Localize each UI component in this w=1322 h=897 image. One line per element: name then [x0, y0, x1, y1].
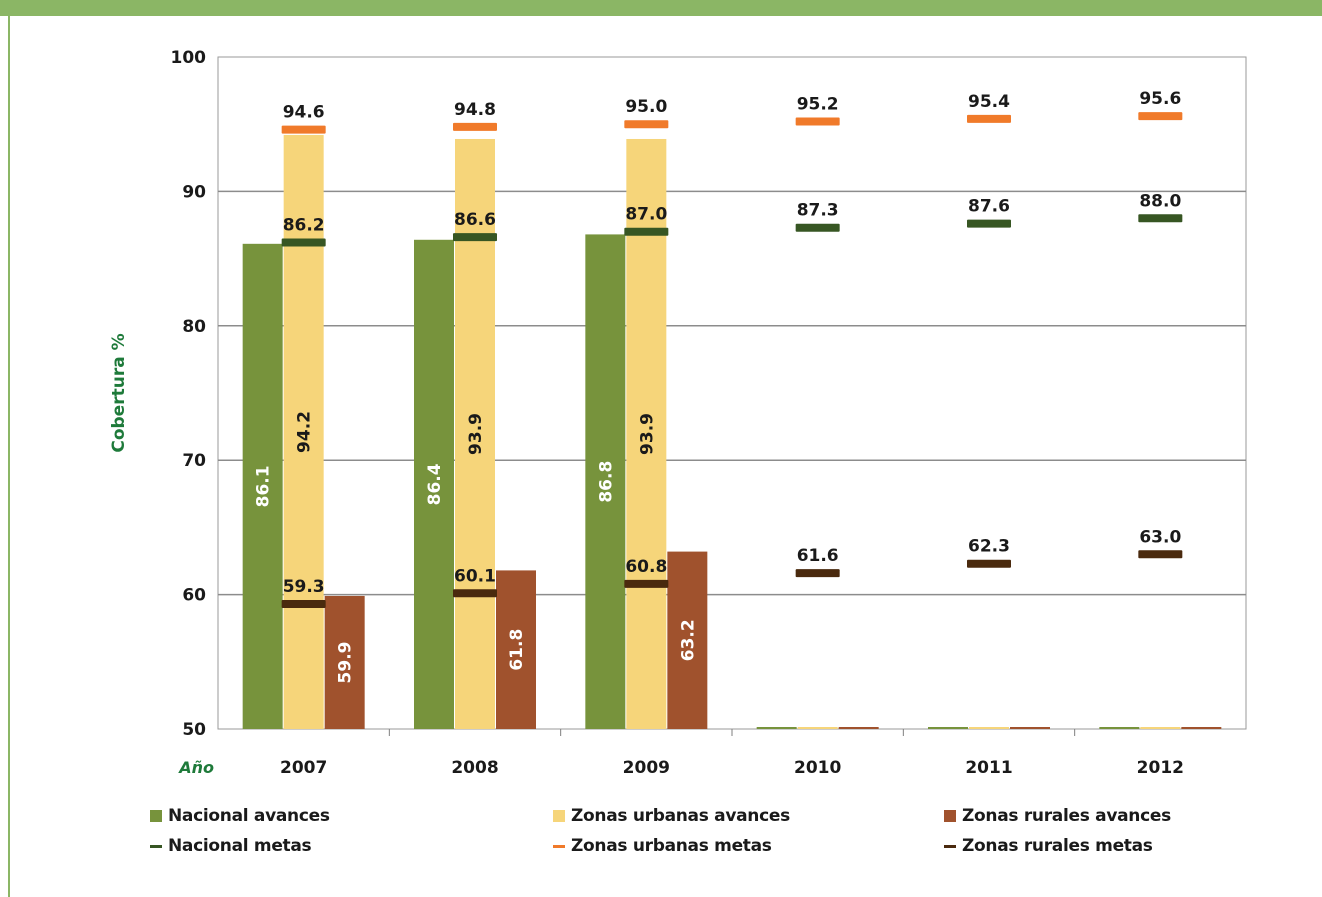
- bar: [667, 551, 708, 729]
- bar: [242, 243, 283, 730]
- target-label: 63.0: [1139, 527, 1181, 547]
- legend-item-nacional-avances: Nacional avances: [150, 806, 330, 826]
- legend-label: Zonas urbanas metas: [571, 836, 772, 856]
- legend-label: Zonas rurales avances: [962, 806, 1171, 826]
- y-axis-label: Cobertura %: [109, 333, 129, 452]
- legend-swatch: [150, 810, 162, 822]
- target-label: 62.3: [968, 537, 1010, 557]
- x-axis-label: Año: [177, 758, 214, 777]
- bar-label: 93.9: [637, 413, 657, 455]
- x-tick-label: 2008: [451, 758, 498, 778]
- legend-item-zonas-urbanas-avances: Zonas urbanas avances: [553, 806, 790, 826]
- y-tick-label: 70: [182, 451, 206, 471]
- target-label: 87.0: [625, 205, 667, 225]
- target-label: 95.2: [797, 95, 839, 115]
- target-label: 87.3: [797, 201, 839, 221]
- target-marker: [281, 600, 326, 609]
- target-label: 88.0: [1139, 191, 1181, 211]
- target-label: 86.2: [283, 215, 325, 235]
- bar-label: 86.1: [254, 465, 274, 507]
- legend-line: [944, 844, 956, 848]
- bar-label: 86.8: [596, 461, 616, 503]
- target-marker: [795, 117, 840, 126]
- legend: Nacional avances Zonas urbanas avances Z…: [150, 806, 1250, 876]
- x-tick-label: 2012: [1137, 758, 1184, 778]
- bar-label: 93.9: [466, 413, 486, 455]
- plot-area: [217, 56, 1247, 730]
- bar: [283, 134, 324, 729]
- target-marker: [453, 122, 497, 131]
- x-tick-label: 2007: [280, 758, 327, 778]
- target-label: 95.0: [625, 97, 667, 117]
- header-band: [0, 0, 1322, 16]
- target-marker: [1138, 112, 1183, 121]
- target-label: 94.6: [283, 103, 325, 123]
- target-marker: [967, 114, 1011, 123]
- bar: [496, 570, 536, 729]
- target-label: 94.8: [454, 100, 496, 120]
- bar-label: 94.2: [295, 411, 315, 453]
- target-label: 95.4: [968, 92, 1010, 112]
- frame-border: [8, 16, 10, 897]
- y-tick-label: 100: [171, 48, 207, 68]
- x-tick-label: 2009: [623, 758, 670, 778]
- legend-swatch: [944, 810, 956, 822]
- x-tick-label: 2011: [965, 758, 1012, 778]
- target-marker: [795, 569, 840, 578]
- y-tick-label: 50: [182, 720, 206, 740]
- legend-line: [553, 844, 565, 848]
- bar: [626, 138, 667, 729]
- target-label: 60.1: [454, 566, 496, 586]
- legend-label: Nacional metas: [168, 836, 312, 856]
- target-label: 59.3: [283, 577, 325, 597]
- target-marker: [624, 579, 669, 588]
- target-marker: [281, 125, 326, 134]
- y-tick-label: 80: [182, 317, 206, 337]
- legend-swatch: [553, 810, 565, 822]
- target-marker: [453, 589, 497, 598]
- bar: [585, 234, 626, 729]
- target-label: 95.6: [1139, 89, 1181, 109]
- target-marker: [795, 223, 840, 232]
- target-marker: [1138, 550, 1183, 559]
- target-label: 87.6: [968, 197, 1010, 217]
- bar: [414, 239, 454, 729]
- target-label: 86.6: [454, 210, 496, 230]
- legend-line: [150, 844, 162, 848]
- x-tick-label: 2010: [794, 758, 841, 778]
- y-tick-label: 90: [182, 182, 206, 202]
- y-tick-label: 60: [182, 586, 206, 606]
- bar-label: 59.9: [336, 641, 356, 683]
- legend-label: Zonas urbanas avances: [571, 806, 790, 826]
- target-marker: [967, 219, 1011, 228]
- bar-label: 61.8: [507, 629, 527, 671]
- target-marker: [1138, 214, 1183, 223]
- target-label: 60.8: [625, 557, 667, 577]
- legend-item-zonas-rurales-avances: Zonas rurales avances: [944, 806, 1171, 826]
- target-marker: [624, 120, 669, 129]
- legend-item-zonas-urbanas-metas: Zonas urbanas metas: [553, 836, 772, 856]
- coverage-chart: 50 60 70 80 90 100 2007 2008 2009 2010 2011 2012 Cob…: [109, 48, 1247, 778]
- target-marker: [967, 559, 1011, 568]
- bar-label: 63.2: [678, 619, 698, 661]
- target-marker: [453, 233, 497, 242]
- target-marker: [281, 238, 326, 247]
- bar: [324, 595, 365, 729]
- legend-item-nacional-metas: Nacional metas: [150, 836, 312, 856]
- bar-label: 86.4: [425, 463, 445, 505]
- legend-item-zonas-rurales-metas: Zonas rurales metas: [944, 836, 1153, 856]
- target-marker: [624, 227, 669, 236]
- legend-label: Nacional avances: [168, 806, 330, 826]
- target-label: 61.6: [797, 546, 839, 566]
- legend-label: Zonas rurales metas: [962, 836, 1153, 856]
